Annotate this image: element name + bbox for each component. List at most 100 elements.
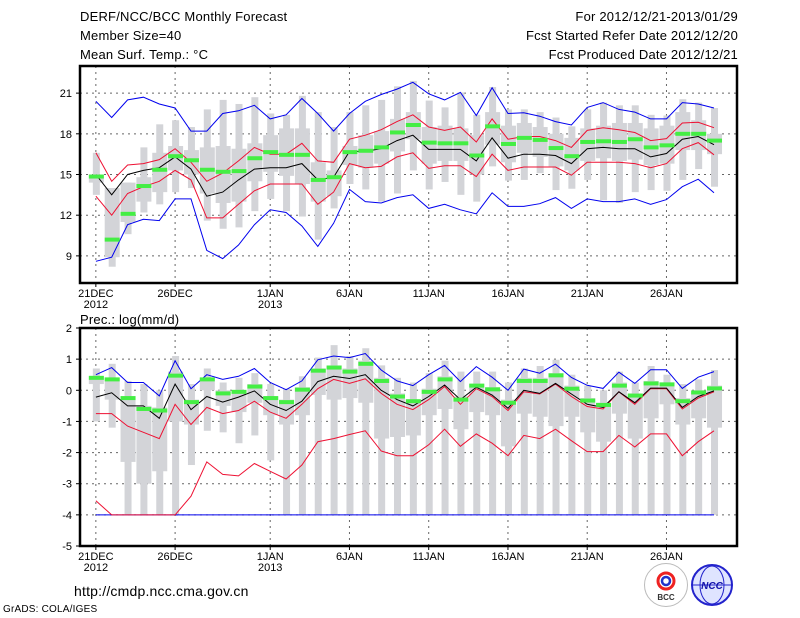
precip-box: [247, 384, 263, 403]
temp-obs-marker: [405, 122, 421, 127]
temp-box: [580, 128, 596, 161]
precip-obs-marker: [120, 396, 136, 401]
precip-whisker: [663, 374, 671, 515]
precip-obs-marker: [485, 387, 501, 392]
precip-whisker: [378, 365, 386, 515]
temp-box: [136, 177, 152, 202]
precip-obs-marker: [183, 400, 199, 405]
precip-box: [691, 390, 707, 419]
website-link[interactable]: http://cmdp.ncc.cma.gov.cn: [74, 583, 249, 599]
temp-box: [231, 148, 247, 202]
precip-whisker: [647, 365, 655, 515]
precip-obs-marker: [453, 397, 469, 402]
precip-obs-marker: [152, 408, 168, 413]
temp-obs-marker: [231, 169, 247, 174]
precip-obs-marker: [263, 396, 279, 401]
precip-xtick-year: 2012: [84, 562, 108, 574]
precip-xtick-label: 16JAN: [491, 551, 524, 563]
precip-ytick-label: -4: [62, 510, 72, 522]
precip-box: [611, 382, 627, 414]
precip-obs-marker: [215, 391, 231, 396]
precip-obs-marker: [247, 384, 263, 389]
precip-box: [279, 399, 295, 425]
bcc-logo-text: BCC: [657, 593, 675, 602]
precip-lower-percentile-line: [95, 428, 715, 516]
grads-credit: GrADS: COLA/IGES: [3, 604, 98, 615]
precip-ytick-label: -2: [62, 448, 72, 460]
precip-whisker: [711, 370, 719, 515]
precip-whisker: [394, 377, 402, 515]
temp-obs-marker: [500, 141, 516, 146]
variable-label: Mean Surf. Temp.: °C: [80, 47, 209, 62]
precip-whisker: [520, 368, 528, 515]
precip-obs-marker: [88, 375, 104, 380]
precip-obs-marker: [675, 399, 691, 404]
precip-obs-marker: [294, 387, 310, 392]
temp-obs-marker: [485, 124, 501, 129]
precip-obs-marker: [691, 390, 707, 395]
precip-whisker: [219, 382, 227, 433]
precip-whisker: [536, 365, 544, 515]
temp-obs-marker: [120, 211, 136, 216]
precip-ytick-label: 0: [66, 385, 72, 397]
temp-obs-marker: [596, 139, 612, 144]
precip-box: [516, 377, 532, 414]
temp-obs-marker: [611, 139, 627, 144]
precip-whisker: [346, 356, 354, 515]
precip-box: [152, 407, 168, 472]
precip-whisker: [473, 371, 481, 515]
precip-obs-marker: [627, 393, 643, 398]
precip-box: [485, 387, 501, 416]
precip-obs-marker: [199, 377, 215, 382]
precip-obs-marker: [136, 406, 152, 411]
temp-xtick-label: 26DEC: [157, 288, 193, 300]
precip-obs-marker: [596, 402, 612, 407]
precip-xtick-label: 26JAN: [650, 551, 683, 563]
precip-box: [580, 398, 596, 433]
temp-xtick-label: 21JAN: [571, 288, 604, 300]
precip-obs-marker: [104, 377, 120, 382]
precip-xtick-label: 26DEC: [157, 551, 193, 563]
temp-obs-marker: [659, 143, 675, 148]
bcc-logo-icon: BCC: [656, 571, 676, 602]
precip-obs-marker: [500, 400, 516, 405]
start-date: Fcst Started Refer Date 2012/12/20: [525, 28, 738, 43]
precip-obs-marker: [358, 361, 374, 366]
ncc-logo: NCC: [690, 563, 733, 606]
precip-obs-marker: [168, 373, 184, 378]
temp-obs-marker: [469, 153, 485, 158]
temp-obs-marker: [421, 140, 437, 145]
temp-obs-marker: [152, 167, 168, 172]
temp-box: [548, 133, 564, 167]
temp-box: [88, 174, 104, 183]
precip-whisker: [631, 382, 639, 515]
precip-box: [453, 396, 469, 430]
precip-box: [469, 384, 485, 413]
temp-frame: [78, 64, 739, 285]
precip-obs-marker: [580, 398, 596, 403]
precip-obs-marker: [390, 394, 406, 399]
temp-box: [485, 112, 501, 145]
precip-ytick-label: 2: [66, 323, 72, 335]
precip-obs-marker: [707, 386, 723, 391]
precip-whisker: [298, 376, 306, 515]
precip-box: [532, 377, 548, 417]
temp-ytick-label: 15: [60, 170, 72, 182]
temp-box: [104, 188, 120, 258]
temp-xtick-label: 16JAN: [491, 288, 524, 300]
temp-obs-marker: [707, 138, 723, 143]
temp-box: [310, 162, 326, 202]
temp-box: [564, 137, 580, 171]
temp-box: [421, 127, 437, 164]
temp-xtick-label: 11JAN: [413, 288, 445, 300]
precip-ytick-label: -1: [62, 416, 72, 428]
temp-obs-marker: [199, 167, 215, 172]
temp-obs-marker: [310, 177, 326, 182]
precip-obs-marker: [611, 383, 627, 388]
temp-obs-marker: [342, 150, 358, 155]
temp-ytick-label: 21: [60, 88, 72, 100]
precip-whisker: [695, 379, 703, 515]
temp-box: [627, 122, 643, 160]
